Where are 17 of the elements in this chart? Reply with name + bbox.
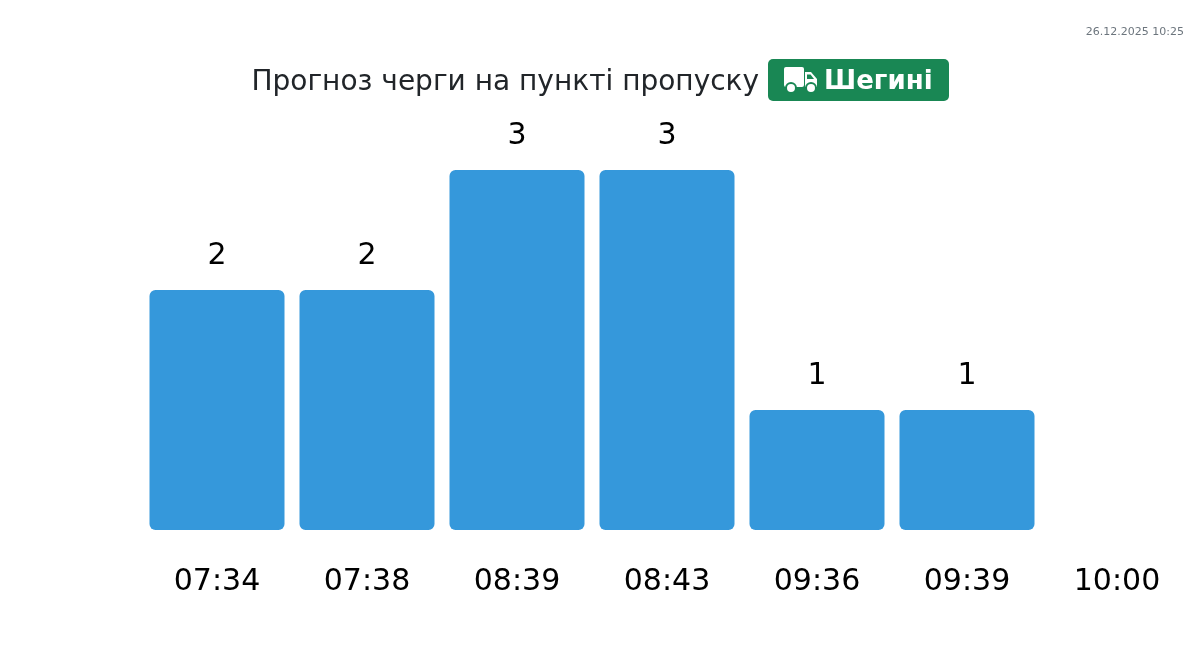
- x-tick-label: 07:38: [323, 561, 411, 597]
- data-label: 3: [507, 115, 527, 151]
- data-label: 1: [807, 355, 827, 391]
- chart-subtitle: Шегині: [824, 65, 933, 95]
- x-tick-label: 07:34: [173, 561, 261, 597]
- x-tick-label: 09:39: [923, 561, 1011, 597]
- place-badge: Шегині: [768, 59, 949, 101]
- chart-title: Прогноз черги на пункті пропуску: [251, 63, 760, 97]
- x-tick-label: 08:43: [623, 561, 711, 597]
- data-label: 3: [657, 115, 677, 151]
- x-tick-label: 09:36: [773, 561, 861, 597]
- x-tick-label: 10:00: [1073, 561, 1161, 597]
- data-label: 1: [957, 355, 977, 391]
- x-tick-label: 08:39: [473, 561, 561, 597]
- data-label: 2: [357, 235, 377, 271]
- text: 26.12.2025 10:25: [1085, 25, 1184, 39]
- data-label: 2: [207, 235, 227, 271]
